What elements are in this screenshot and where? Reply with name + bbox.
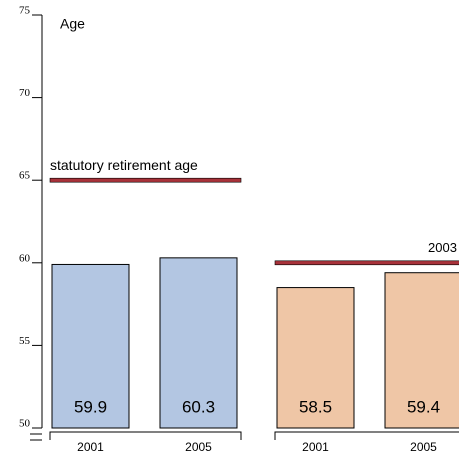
x-tick-label: 2005 bbox=[185, 440, 212, 454]
value-label: 58.5 bbox=[299, 397, 332, 416]
x-tick-label: 2001 bbox=[302, 440, 329, 454]
bar bbox=[51, 263, 130, 429]
y-tick-label: 65 bbox=[19, 170, 31, 182]
y-tick-label: 70 bbox=[19, 87, 31, 99]
bar bbox=[384, 272, 459, 429]
value-label: 59.4 bbox=[407, 397, 440, 416]
reference-line bbox=[274, 260, 459, 266]
x-tick-label: 2001 bbox=[77, 440, 104, 454]
y-tick-label: 55 bbox=[19, 335, 31, 347]
x-tick-label: 2005 bbox=[410, 440, 437, 454]
reference-line bbox=[49, 177, 242, 183]
value-label: 59.9 bbox=[74, 397, 107, 416]
reference-label: 2003 bbox=[428, 240, 457, 255]
y-tick-label: 75 bbox=[19, 5, 31, 17]
y-tick-label: 60 bbox=[19, 252, 31, 264]
y-tick-label: 50 bbox=[19, 418, 31, 430]
y-axis-label: Age bbox=[60, 16, 85, 32]
group-bracket bbox=[49, 431, 242, 440]
reference-label: statutory retirement age bbox=[50, 157, 198, 173]
group-bracket bbox=[274, 431, 459, 440]
bar bbox=[276, 287, 355, 429]
value-label: 60.3 bbox=[182, 397, 215, 416]
bar bbox=[159, 257, 238, 429]
